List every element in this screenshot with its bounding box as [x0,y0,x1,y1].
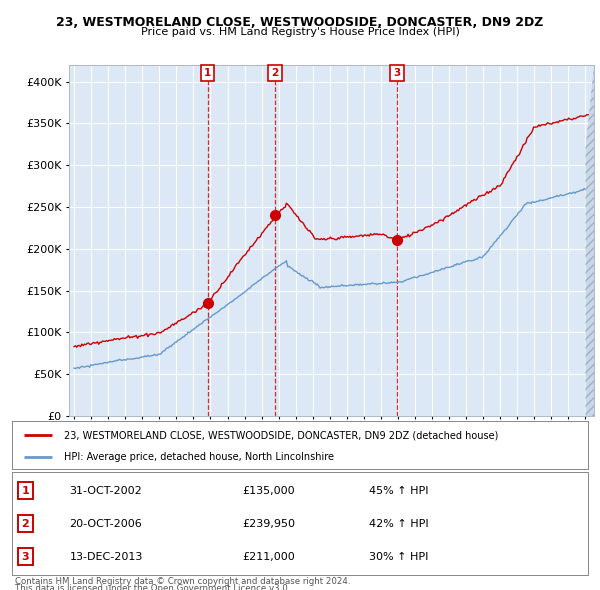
Text: 30% ↑ HPI: 30% ↑ HPI [369,552,428,562]
Polygon shape [586,65,594,416]
Text: Contains HM Land Registry data © Crown copyright and database right 2024.: Contains HM Land Registry data © Crown c… [15,577,350,586]
Text: 23, WESTMORELAND CLOSE, WESTWOODSIDE, DONCASTER, DN9 2DZ (detached house): 23, WESTMORELAND CLOSE, WESTWOODSIDE, DO… [64,430,498,440]
Text: 1: 1 [204,68,211,78]
Text: 31-OCT-2002: 31-OCT-2002 [70,486,142,496]
Text: Price paid vs. HM Land Registry's House Price Index (HPI): Price paid vs. HM Land Registry's House … [140,27,460,37]
Text: 23, WESTMORELAND CLOSE, WESTWOODSIDE, DONCASTER, DN9 2DZ: 23, WESTMORELAND CLOSE, WESTWOODSIDE, DO… [56,16,544,29]
Text: 20-OCT-2006: 20-OCT-2006 [70,519,142,529]
Text: 45% ↑ HPI: 45% ↑ HPI [369,486,428,496]
Text: 3: 3 [22,552,29,562]
Text: This data is licensed under the Open Government Licence v3.0.: This data is licensed under the Open Gov… [15,584,290,590]
Text: £211,000: £211,000 [242,552,295,562]
Text: 13-DEC-2013: 13-DEC-2013 [70,552,143,562]
Text: 2: 2 [272,68,279,78]
Text: £135,000: £135,000 [242,486,295,496]
Text: HPI: Average price, detached house, North Lincolnshire: HPI: Average price, detached house, Nort… [64,452,334,462]
Text: 3: 3 [394,68,401,78]
Text: 1: 1 [22,486,29,496]
Text: £239,950: £239,950 [242,519,295,529]
Text: 2: 2 [22,519,29,529]
Text: 42% ↑ HPI: 42% ↑ HPI [369,519,429,529]
